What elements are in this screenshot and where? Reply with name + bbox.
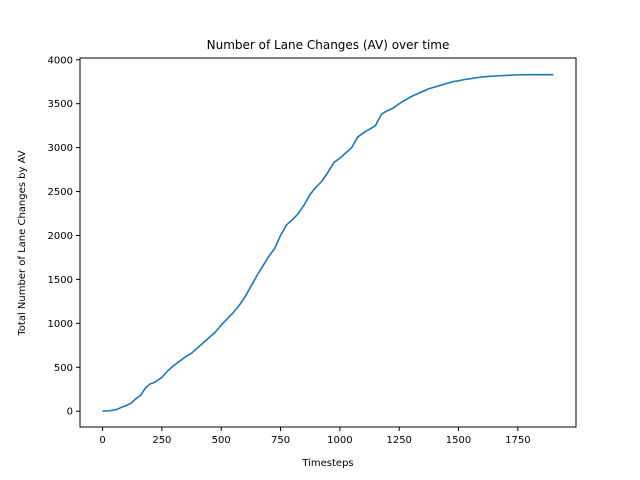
axes-frame <box>79 57 577 428</box>
x-axis-label: Timesteps <box>301 458 353 469</box>
y-tick-label: 3500 <box>48 99 73 110</box>
y-axis: 0 500 1000 1500 2000 2500 3000 3500 4000 <box>48 55 80 418</box>
y-axis-label: Total Number of Lane Changes by AV <box>17 150 28 336</box>
y-tick-label: 0 <box>67 407 73 418</box>
y-tick-label: 1000 <box>48 319 73 330</box>
y-tick-label: 4000 <box>48 55 73 66</box>
x-axis: 0 250 500 750 1000 1250 1500 1750 <box>99 427 531 446</box>
plot-area <box>102 73 554 412</box>
x-tick-label: 1000 <box>327 435 352 446</box>
y-tick-label: 2000 <box>48 231 73 242</box>
x-tick-label: 500 <box>212 435 231 446</box>
y-tick-label: 1500 <box>48 275 73 286</box>
y-tick-label: 3000 <box>48 143 73 154</box>
chart-title: Number of Lane Changes (AV) over time <box>207 38 450 52</box>
y-tick-label: 2500 <box>48 187 73 198</box>
x-tick-label: 1500 <box>446 435 471 446</box>
y-tick-label: 500 <box>54 363 73 374</box>
x-tick-label: 1250 <box>386 435 411 446</box>
x-tick-label: 1750 <box>505 435 530 446</box>
x-tick-label: 0 <box>99 435 105 446</box>
x-tick-label: 750 <box>271 435 290 446</box>
x-tick-label: 250 <box>152 435 171 446</box>
series-line <box>102 73 554 412</box>
